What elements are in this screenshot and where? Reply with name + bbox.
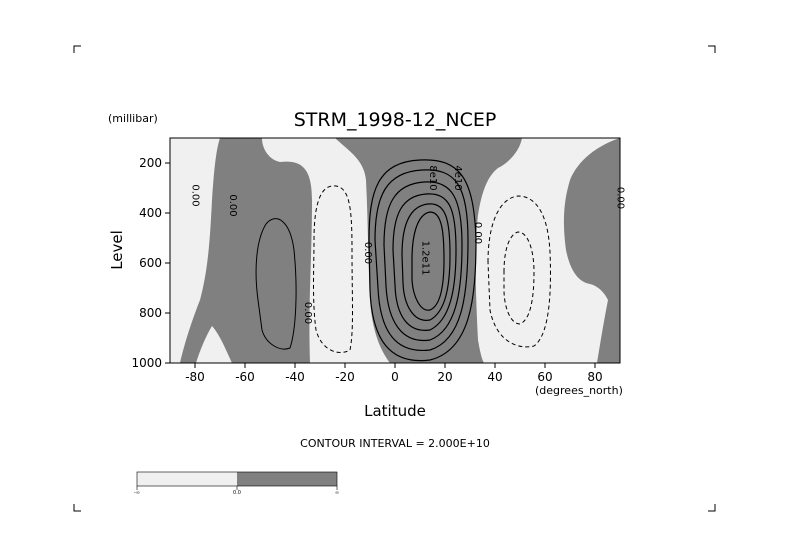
x-tick-label: 20 xyxy=(437,370,452,384)
x-tick-label: 60 xyxy=(537,370,552,384)
contour-line xyxy=(368,159,477,362)
y-tick-label: 1000 xyxy=(131,356,162,370)
x-tick-label: 40 xyxy=(487,370,502,384)
contour-line xyxy=(503,231,535,325)
contour-line xyxy=(401,203,451,321)
contour-line xyxy=(411,211,445,311)
x-tick-label: -80 xyxy=(185,370,205,384)
corner-marks xyxy=(73,45,716,512)
contour-value-label: 4e10 xyxy=(452,165,463,190)
positive-region-polar xyxy=(563,138,620,363)
positive-contours xyxy=(368,159,477,362)
color-bar-label-zero: 0.0 xyxy=(233,490,241,496)
contour-value-label: 0.00 xyxy=(362,242,373,264)
y-tick-label: 400 xyxy=(139,206,162,220)
contour-line xyxy=(313,185,353,353)
color-bar-label-high: ∞ xyxy=(335,490,339,496)
x-axis-label: Latitude xyxy=(364,402,426,420)
positive-region-southern xyxy=(180,138,312,363)
contour-value-label: 0.00 xyxy=(472,222,483,244)
zero-contours xyxy=(255,218,297,350)
contour-value-label: 0.00 xyxy=(227,194,238,216)
x-axis-units: (degrees_north) xyxy=(535,384,623,397)
color-bar: -∞ 0.0 ∞ xyxy=(134,471,339,496)
contour-line xyxy=(374,169,469,352)
x-tick-label: 80 xyxy=(587,370,602,384)
negative-contours xyxy=(313,185,551,353)
y-tick-label: 600 xyxy=(139,256,162,270)
y-tick-label: 200 xyxy=(139,156,162,170)
x-tick-label: -40 xyxy=(285,370,305,384)
y-axis: 200 400 600 800 1000 xyxy=(131,156,170,370)
color-bar-negative xyxy=(137,472,237,486)
contour-interval-note: CONTOUR INTERVAL = 2.000E+10 xyxy=(300,437,490,450)
contour-value-label: 8e10 xyxy=(427,165,438,190)
x-tick-label: -20 xyxy=(335,370,355,384)
contour-line xyxy=(255,218,297,350)
y-axis-units: (millibar) xyxy=(108,112,158,125)
y-tick-label: 800 xyxy=(139,306,162,320)
contour-line xyxy=(392,193,457,331)
color-bar-positive xyxy=(237,472,337,486)
contour-value-label: 1.2e11 xyxy=(420,241,431,276)
y-axis-label: Level xyxy=(108,230,126,270)
contour-value-label: 0.00 xyxy=(302,302,313,324)
x-axis: -80 -60 -40 -20 0 20 40 60 80 xyxy=(185,363,603,384)
x-tick-label: -60 xyxy=(235,370,255,384)
contour-value-label: 0.00 xyxy=(190,184,201,206)
color-bar-label-low: -∞ xyxy=(134,490,140,496)
x-tick-label: 0 xyxy=(391,370,399,384)
contour-line xyxy=(487,195,551,348)
contour-line xyxy=(383,181,463,342)
chart-title: STRM_1998-12_NCEP xyxy=(294,109,497,131)
